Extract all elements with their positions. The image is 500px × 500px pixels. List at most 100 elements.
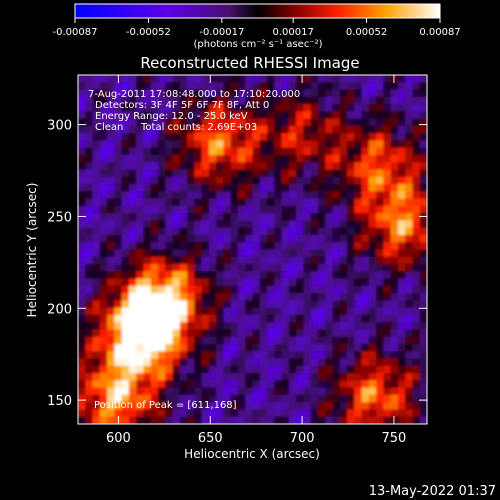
heatmap-cell	[92, 125, 101, 134]
heatmap-cell	[92, 89, 101, 98]
heatmap-cell	[376, 111, 384, 120]
heatmap-cell	[194, 118, 203, 127]
heatmap-cell	[259, 307, 268, 316]
heatmap-cell	[128, 249, 137, 258]
heatmap-cell	[274, 162, 283, 171]
heatmap-cell	[383, 329, 392, 338]
heatmap-cell	[303, 344, 312, 352]
heatmap-cell	[201, 234, 210, 243]
heatmap-cell	[194, 205, 203, 214]
heatmap-cell	[405, 104, 414, 112]
heatmap-cell	[310, 220, 319, 229]
heatmap-cell	[390, 75, 399, 83]
heatmap-cell	[245, 198, 254, 207]
heatmap-cell	[325, 387, 334, 396]
heatmap-cell	[216, 373, 225, 381]
heatmap-cell	[252, 184, 261, 192]
heatmap-cell	[267, 234, 275, 243]
heatmap-cell	[303, 249, 312, 258]
heatmap-cell	[201, 213, 210, 222]
heatmap-cell	[187, 394, 195, 403]
heatmap-cell	[245, 264, 254, 272]
heatmap-cell	[267, 89, 275, 98]
heatmap-cell	[107, 293, 115, 301]
heatmap-cell	[419, 329, 427, 338]
heatmap-cell	[223, 307, 232, 316]
heatmap-cell	[317, 314, 326, 323]
heatmap-cell	[237, 344, 246, 352]
heatmap-cell	[78, 264, 86, 272]
heatmap-cell	[339, 104, 348, 112]
heatmap-cell	[157, 271, 166, 280]
heatmap-cell	[230, 169, 239, 178]
heatmap-cell	[223, 373, 232, 381]
heatmap-cell	[128, 140, 137, 149]
heatmap-cell	[281, 96, 290, 105]
heatmap-cell	[397, 351, 406, 360]
heatmap-cell	[230, 213, 239, 222]
heatmap-cell	[376, 176, 384, 185]
heatmap-cell	[317, 416, 326, 424]
heatmap-cell	[325, 344, 334, 352]
heatmap-cell	[143, 249, 152, 258]
heatmap-cell	[259, 205, 268, 214]
heatmap-cell	[325, 365, 334, 374]
heatmap-cell	[85, 184, 94, 192]
heatmap-cell	[172, 365, 181, 374]
heatmap-cell	[390, 278, 399, 287]
heatmap-cell	[121, 336, 130, 345]
heatmap-cell	[368, 351, 377, 360]
heatmap-cell	[172, 176, 181, 185]
heatmap-cell	[172, 264, 181, 272]
heatmap-cell	[405, 220, 414, 229]
heatmap-cell	[354, 387, 363, 396]
heatmap-cell	[230, 373, 239, 381]
heatmap-cell	[165, 394, 174, 403]
heatmap-cell	[397, 118, 406, 127]
heatmap-cell	[347, 147, 355, 156]
heatmap-cell	[267, 184, 275, 192]
heatmap-cell	[208, 271, 217, 280]
heatmap-cell	[339, 336, 348, 345]
heatmap-cell	[230, 133, 239, 142]
heatmap-cell	[172, 82, 181, 91]
heatmap-cell	[252, 329, 261, 338]
heatmap-cell	[274, 358, 283, 367]
heatmap-cell	[216, 242, 225, 251]
heatmap-cell	[128, 314, 137, 323]
heatmap-cell	[85, 256, 94, 265]
heatmap-cell	[216, 416, 225, 424]
heatmap-cell	[296, 104, 304, 112]
heatmap-cell	[157, 133, 166, 142]
heatmap-cell	[303, 314, 312, 323]
heatmap-cell	[194, 125, 203, 134]
heatmap-cell	[136, 162, 145, 171]
heatmap-cell	[419, 387, 427, 396]
heatmap-cell	[245, 358, 254, 367]
heatmap-cell	[201, 380, 210, 389]
heatmap-cell	[390, 147, 399, 156]
heatmap-cell	[157, 300, 166, 309]
heatmap-cell	[325, 111, 334, 120]
heatmap-cell	[245, 82, 254, 91]
heatmap-cell	[252, 271, 261, 280]
heatmap-cell	[143, 278, 152, 287]
heatmap-cell	[361, 104, 370, 112]
heatmap-cell	[405, 96, 414, 105]
heatmap-cell	[332, 220, 341, 229]
heatmap-cell	[78, 373, 86, 381]
heatmap-cell	[136, 285, 145, 294]
heatmap-cell	[85, 234, 94, 243]
heatmap-cell	[383, 242, 392, 251]
heatmap-cell	[332, 162, 341, 171]
heatmap-cell	[150, 205, 159, 214]
heatmap-cell	[288, 75, 297, 83]
heatmap-cell	[165, 82, 174, 91]
heatmap-cell	[288, 162, 297, 171]
heatmap-cell	[325, 373, 334, 381]
heatmap-cell	[419, 169, 427, 178]
heatmap-cell	[259, 409, 268, 418]
heatmap-cell	[339, 409, 348, 418]
heatmap-cell	[303, 293, 312, 301]
heatmap-cell	[332, 373, 341, 381]
